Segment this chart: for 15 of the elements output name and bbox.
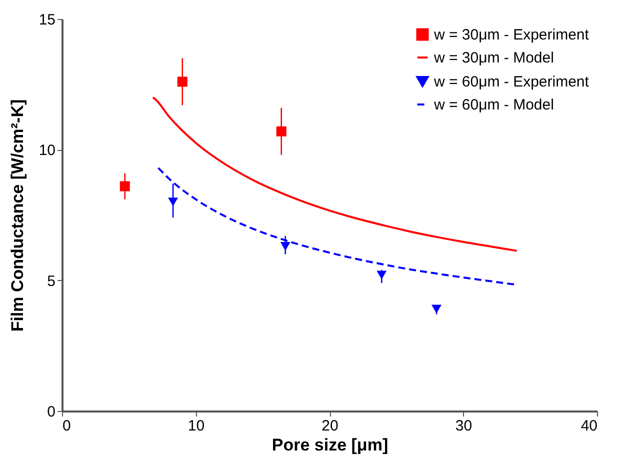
legend-label: w = 30μm - Experiment: [433, 26, 590, 44]
y-axis-title: Film Conductance [W/cm²-K]: [8, 99, 27, 332]
x-tick-label: 10: [188, 418, 205, 434]
x-tick-label: 0: [62, 418, 71, 434]
legend-label: w = 60μm - Model: [433, 96, 554, 114]
legend-label: w = 60μm - Experiment: [433, 74, 590, 90]
x-axis-title: Pore size [μm]: [272, 436, 388, 454]
y-tick-label: 5: [47, 272, 56, 290]
x-tick-label: 20: [322, 418, 338, 434]
y-tick-label: 10: [38, 142, 56, 160]
x-tick-label: 30: [455, 418, 472, 434]
x-tick-label: 40: [580, 418, 598, 434]
legend-label: w = 30μm - Model: [433, 50, 554, 66]
y-tick-label: 15: [38, 12, 56, 28]
y-tick-label: 0: [47, 404, 56, 420]
